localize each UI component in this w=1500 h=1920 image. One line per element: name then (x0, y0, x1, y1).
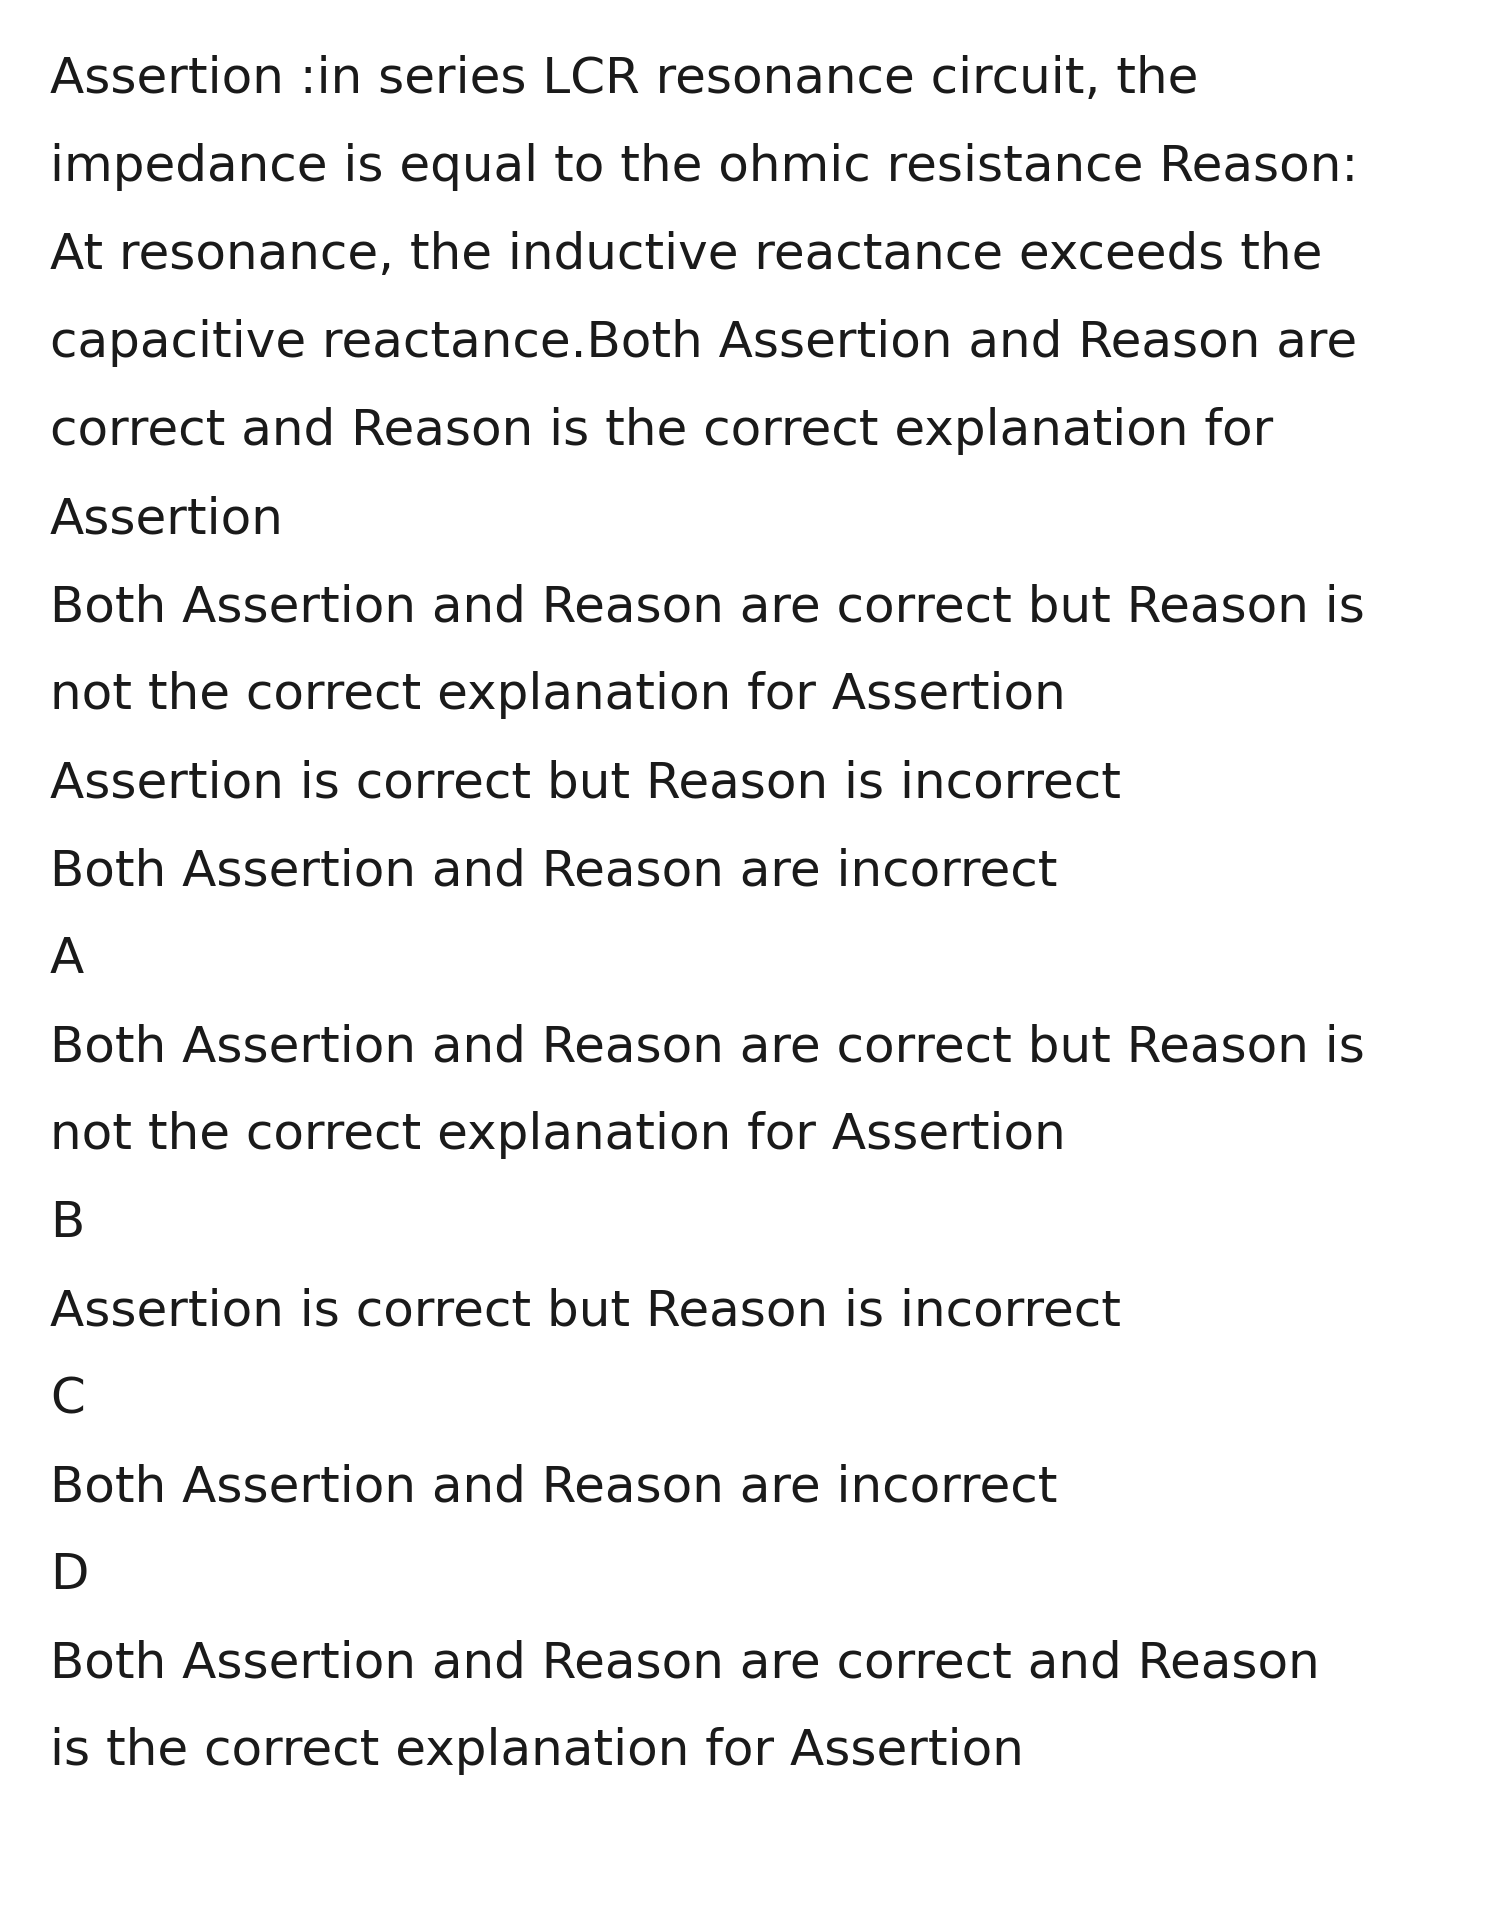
Text: A: A (50, 935, 84, 983)
Text: Assertion :in series LCR resonance circuit, the: Assertion :in series LCR resonance circu… (50, 56, 1198, 104)
Text: D: D (50, 1551, 88, 1599)
Text: At resonance, the inductive reactance exceeds the: At resonance, the inductive reactance ex… (50, 230, 1323, 278)
Text: impedance is equal to the ohmic resistance Reason:: impedance is equal to the ohmic resistan… (50, 142, 1359, 190)
Text: C: C (50, 1375, 86, 1423)
Text: is the correct explanation for Assertion: is the correct explanation for Assertion (50, 1726, 1024, 1774)
Text: Both Assertion and Reason are incorrect: Both Assertion and Reason are incorrect (50, 847, 1058, 895)
Text: Both Assertion and Reason are correct but Reason is: Both Assertion and Reason are correct bu… (50, 1023, 1365, 1071)
Text: Assertion is correct but Reason is incorrect: Assertion is correct but Reason is incor… (50, 758, 1120, 806)
Text: not the correct explanation for Assertion: not the correct explanation for Assertio… (50, 670, 1065, 718)
Text: not the correct explanation for Assertion: not the correct explanation for Assertio… (50, 1112, 1065, 1160)
Text: Assertion: Assertion (50, 495, 284, 543)
Text: Both Assertion and Reason are correct and Reason: Both Assertion and Reason are correct an… (50, 1640, 1320, 1688)
Text: capacitive reactance.Both Assertion and Reason are: capacitive reactance.Both Assertion and … (50, 319, 1358, 367)
Text: B: B (50, 1198, 84, 1246)
Text: correct and Reason is the correct explanation for: correct and Reason is the correct explan… (50, 407, 1274, 455)
Text: Both Assertion and Reason are incorrect: Both Assertion and Reason are incorrect (50, 1463, 1058, 1511)
Text: Assertion is correct but Reason is incorrect: Assertion is correct but Reason is incor… (50, 1286, 1120, 1334)
Text: Both Assertion and Reason are correct but Reason is: Both Assertion and Reason are correct bu… (50, 584, 1365, 632)
